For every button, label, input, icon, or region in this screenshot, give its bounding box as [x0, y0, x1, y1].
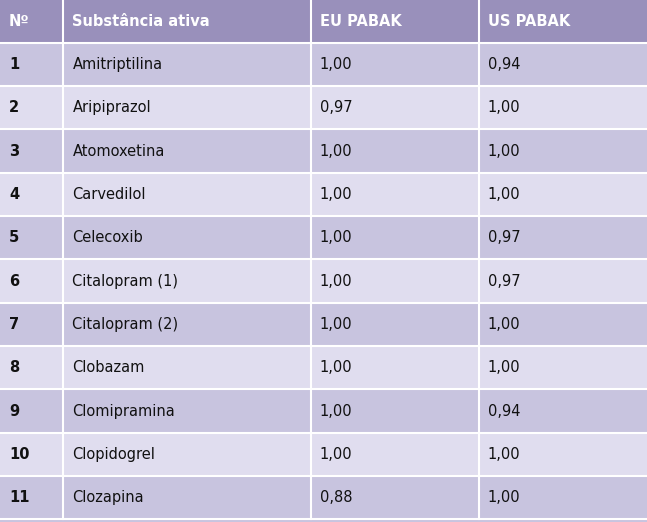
Text: Substância ativa: Substância ativa — [72, 14, 210, 29]
Text: EU PABAK: EU PABAK — [320, 14, 401, 29]
Text: 1,00: 1,00 — [488, 100, 520, 115]
Bar — [63, 129, 311, 173]
Text: Clomipramina: Clomipramina — [72, 404, 175, 419]
Text: 1,00: 1,00 — [320, 230, 352, 245]
Bar — [0, 129, 63, 173]
Text: 7: 7 — [9, 317, 19, 332]
Text: Citalopram (1): Citalopram (1) — [72, 274, 179, 289]
Text: 1,00: 1,00 — [320, 57, 352, 72]
Text: 1,00: 1,00 — [320, 274, 352, 289]
Text: 1,00: 1,00 — [320, 317, 352, 332]
Bar — [311, 433, 479, 476]
Bar — [311, 0, 479, 43]
Bar — [63, 303, 311, 346]
Text: US PABAK: US PABAK — [488, 14, 570, 29]
Text: 1,00: 1,00 — [488, 490, 520, 505]
Bar — [63, 346, 311, 389]
Text: Aripiprazol: Aripiprazol — [72, 100, 151, 115]
Bar — [479, 43, 647, 86]
Bar — [479, 129, 647, 173]
Bar — [479, 346, 647, 389]
Bar — [0, 86, 63, 129]
Text: 5: 5 — [9, 230, 19, 245]
Text: 1,00: 1,00 — [320, 447, 352, 462]
Bar — [479, 86, 647, 129]
Bar — [479, 433, 647, 476]
Bar — [63, 389, 311, 433]
Bar — [0, 346, 63, 389]
Bar — [479, 303, 647, 346]
Bar — [311, 129, 479, 173]
Bar — [0, 433, 63, 476]
Bar — [0, 476, 63, 519]
Bar — [63, 0, 311, 43]
Bar — [0, 216, 63, 259]
Bar — [311, 86, 479, 129]
Text: 0,97: 0,97 — [488, 274, 520, 289]
Text: 1,00: 1,00 — [320, 404, 352, 419]
Text: 9: 9 — [9, 404, 19, 419]
Text: Nº: Nº — [9, 14, 30, 29]
Text: 6: 6 — [9, 274, 19, 289]
Text: 0,94: 0,94 — [488, 57, 520, 72]
Text: 0,97: 0,97 — [320, 100, 352, 115]
Text: 11: 11 — [9, 490, 30, 505]
Text: 0,94: 0,94 — [488, 404, 520, 419]
Bar — [311, 43, 479, 86]
Text: 1,00: 1,00 — [488, 447, 520, 462]
Bar — [311, 216, 479, 259]
Text: Citalopram (2): Citalopram (2) — [72, 317, 179, 332]
Text: Clopidogrel: Clopidogrel — [72, 447, 155, 462]
Text: 0,97: 0,97 — [488, 230, 520, 245]
Bar — [63, 86, 311, 129]
Text: Atomoxetina: Atomoxetina — [72, 144, 165, 159]
Text: 0,88: 0,88 — [320, 490, 352, 505]
Bar — [311, 476, 479, 519]
Bar — [63, 216, 311, 259]
Text: 1,00: 1,00 — [488, 360, 520, 375]
Bar — [0, 389, 63, 433]
Bar — [0, 173, 63, 216]
Bar — [63, 259, 311, 303]
Bar — [479, 259, 647, 303]
Text: 1,00: 1,00 — [320, 360, 352, 375]
Bar — [0, 259, 63, 303]
Text: 1,00: 1,00 — [320, 144, 352, 159]
Bar — [311, 389, 479, 433]
Text: 1,00: 1,00 — [488, 144, 520, 159]
Bar — [63, 476, 311, 519]
Bar — [0, 0, 63, 43]
Text: Carvedilol: Carvedilol — [72, 187, 146, 202]
Text: Amitriptilina: Amitriptilina — [72, 57, 162, 72]
Bar — [311, 259, 479, 303]
Bar — [479, 389, 647, 433]
Bar — [479, 216, 647, 259]
Text: Celecoxib: Celecoxib — [72, 230, 143, 245]
Bar — [63, 43, 311, 86]
Text: 1,00: 1,00 — [488, 187, 520, 202]
Text: 8: 8 — [9, 360, 19, 375]
Bar — [311, 173, 479, 216]
Text: 1,00: 1,00 — [320, 187, 352, 202]
Bar — [311, 346, 479, 389]
Bar — [479, 476, 647, 519]
Text: 10: 10 — [9, 447, 30, 462]
Bar — [63, 433, 311, 476]
Text: 2: 2 — [9, 100, 19, 115]
Text: 4: 4 — [9, 187, 19, 202]
Bar — [311, 303, 479, 346]
Bar — [479, 0, 647, 43]
Bar — [0, 303, 63, 346]
Text: Clozapina: Clozapina — [72, 490, 144, 505]
Text: 1,00: 1,00 — [488, 317, 520, 332]
Text: 3: 3 — [9, 144, 19, 159]
Bar — [479, 173, 647, 216]
Bar — [63, 173, 311, 216]
Bar — [0, 43, 63, 86]
Text: Clobazam: Clobazam — [72, 360, 145, 375]
Text: 1: 1 — [9, 57, 19, 72]
